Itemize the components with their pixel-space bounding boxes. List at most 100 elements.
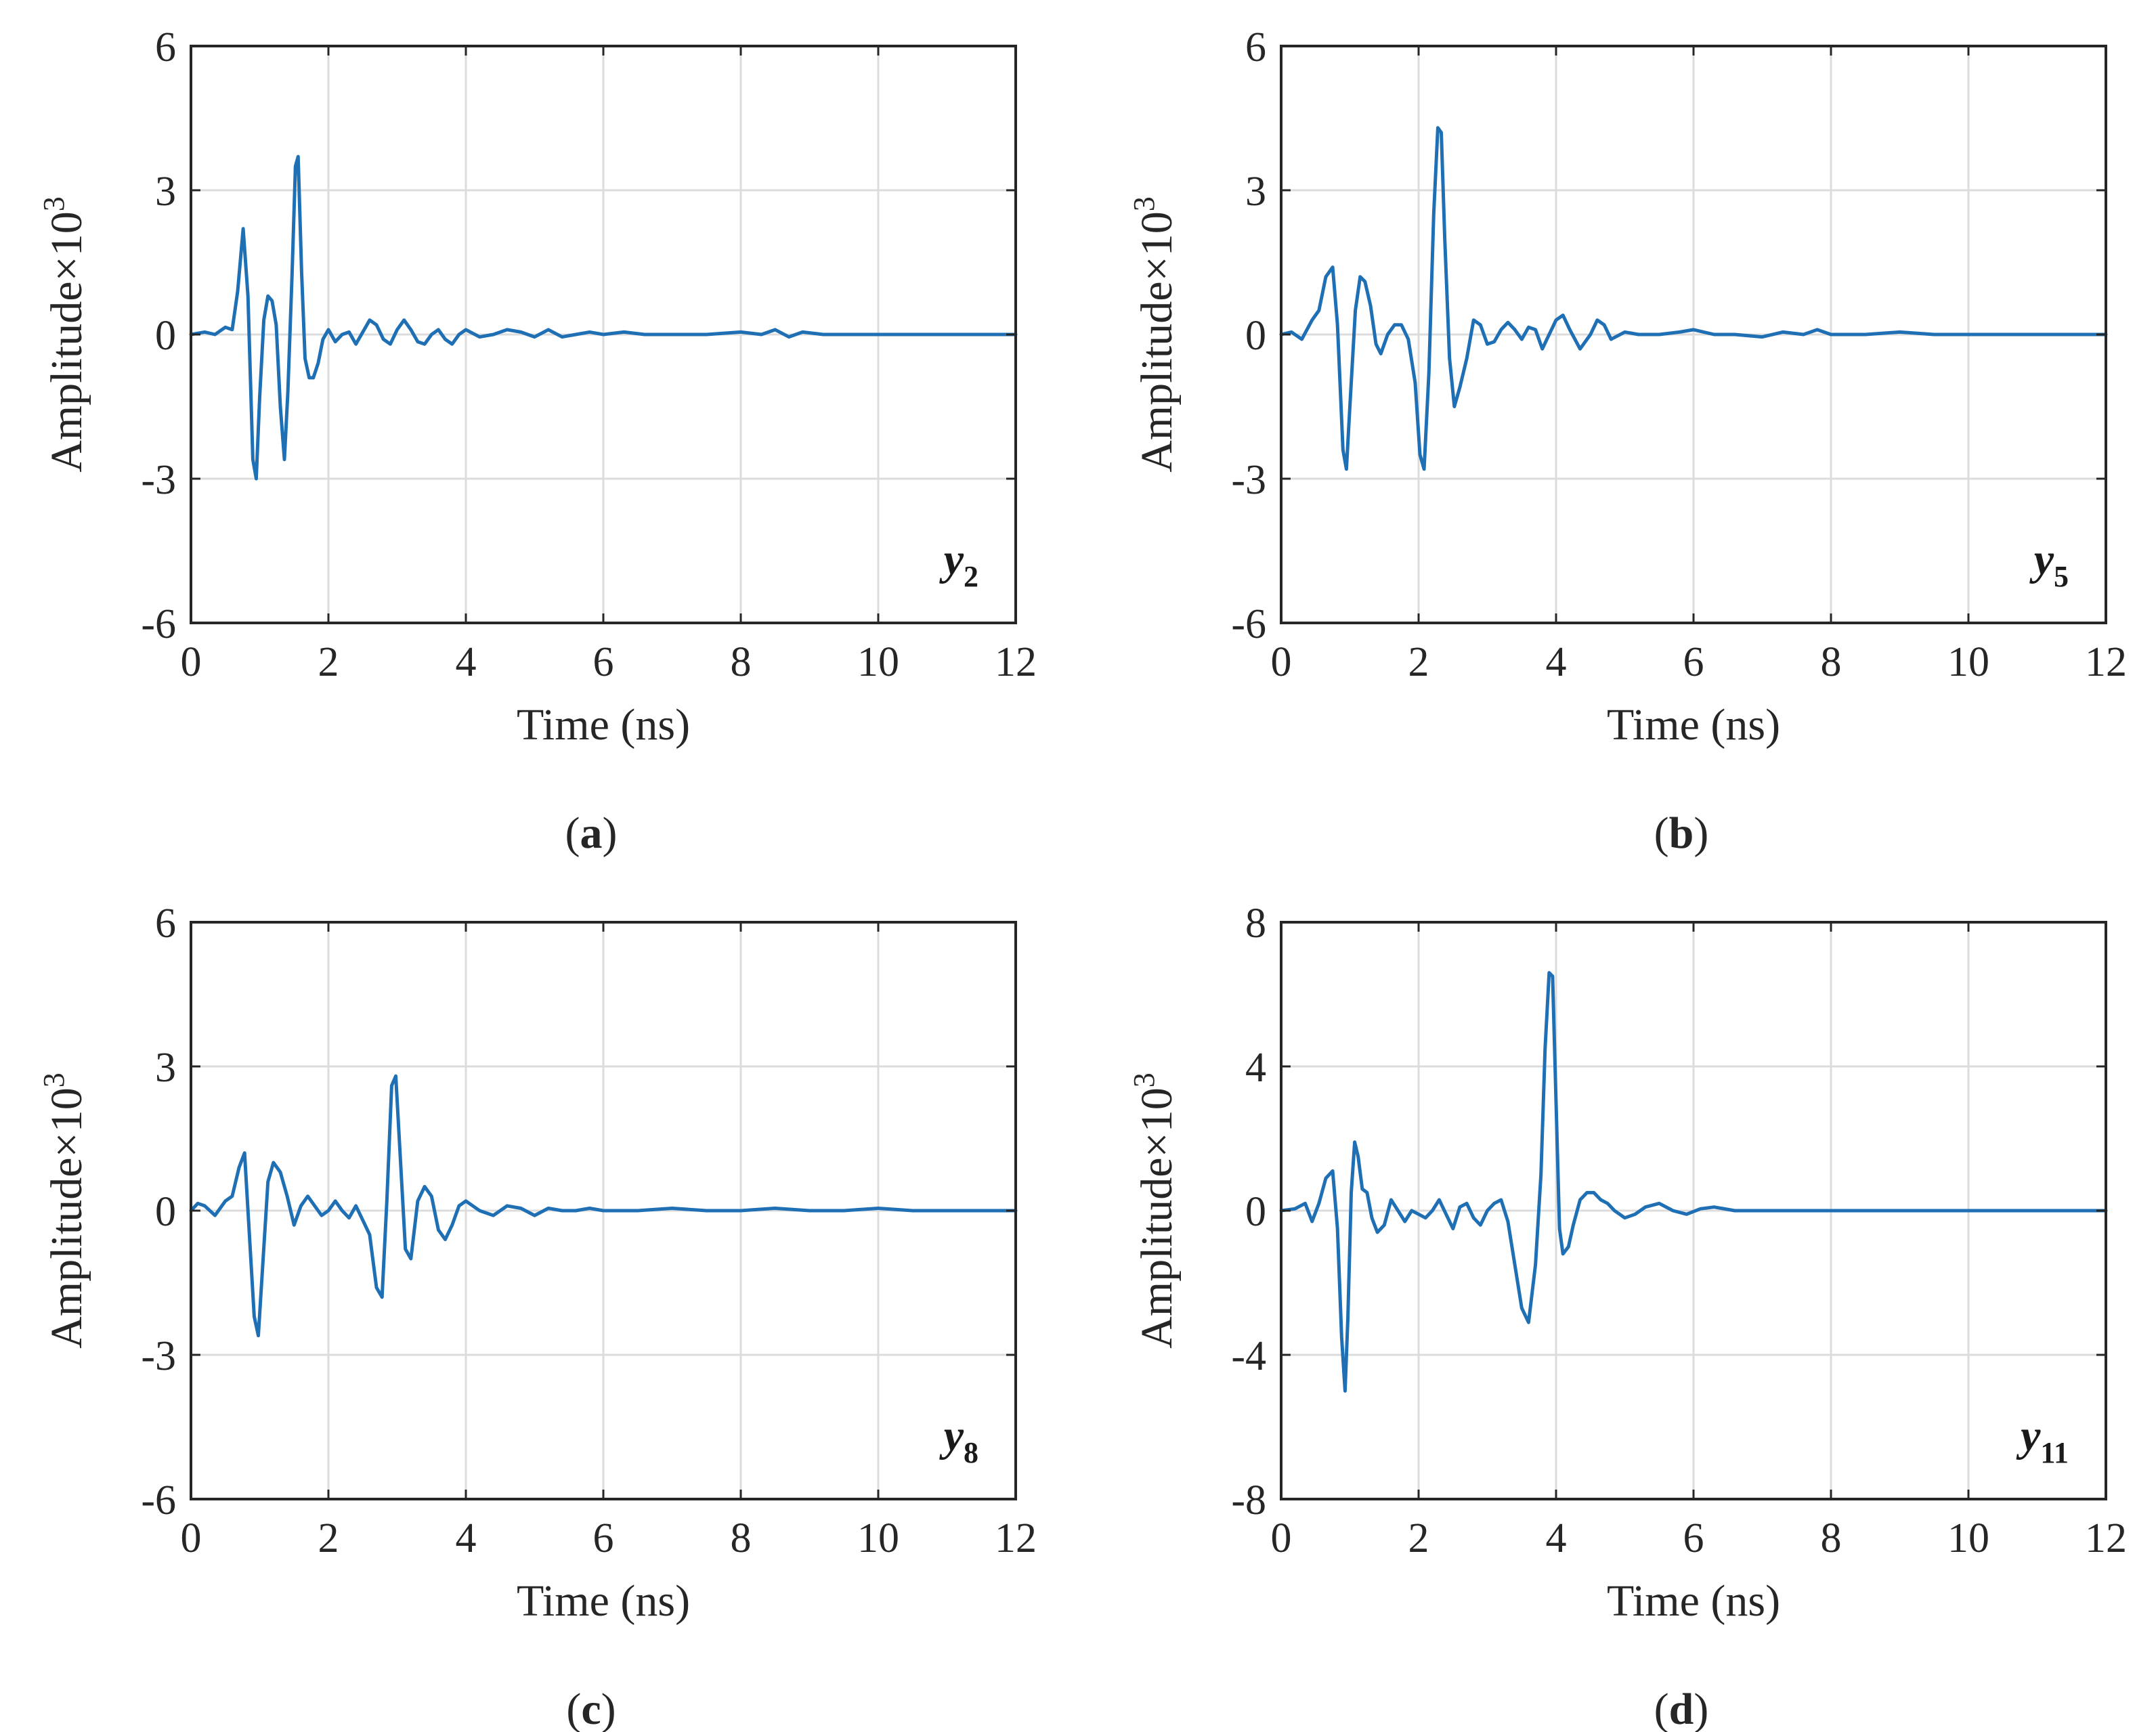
y-tick-label: 0 <box>1245 313 1266 359</box>
x-tick-label: 10 <box>1947 1515 1989 1561</box>
panel-caption: (a) <box>565 808 618 858</box>
series-label-base: y <box>2029 535 2054 584</box>
x-tick-label: 6 <box>593 1515 614 1561</box>
series-line-y11 <box>1279 971 2108 1393</box>
y-tick-label: 6 <box>155 24 176 70</box>
y-tick-label: -8 <box>1231 1477 1266 1523</box>
caption-open-paren: ( <box>1654 808 1669 858</box>
x-tick-label: 2 <box>1408 1515 1429 1561</box>
x-axis-label: Time (ns) <box>1607 1576 1780 1626</box>
y-axis-label-sup: 3 <box>1127 1073 1161 1087</box>
x-tick-label: 10 <box>857 1515 899 1561</box>
caption-letter: b <box>1669 808 1694 858</box>
y-tick-label: 3 <box>155 1045 176 1091</box>
y-tick-label: 6 <box>1245 24 1266 70</box>
x-tick-label: 2 <box>1408 639 1429 685</box>
x-tick-label: 8 <box>1821 639 1842 685</box>
caption-close-paren: ) <box>1694 1685 1708 1732</box>
caption-open-paren: ( <box>1654 1685 1669 1732</box>
series-line-y2 <box>189 154 1018 481</box>
caption-close-paren: ) <box>601 1685 616 1732</box>
x-tick-label: 0 <box>1271 639 1292 685</box>
series-line-y5 <box>1279 126 2108 471</box>
x-tick-label: 6 <box>1683 639 1704 685</box>
series-label: y5 <box>2029 535 2069 593</box>
y-tick-label: -4 <box>1231 1333 1266 1379</box>
x-tick-label: 2 <box>318 1515 339 1561</box>
y-tick-label: -6 <box>141 601 176 647</box>
x-tick-label: 12 <box>995 639 1037 685</box>
caption-letter: c <box>581 1685 601 1732</box>
x-tick-label: 6 <box>593 639 614 685</box>
x-tick-label: 10 <box>1947 639 1989 685</box>
x-tick-label: 4 <box>456 639 477 685</box>
x-tick-label: 10 <box>857 639 899 685</box>
caption-open-paren: ( <box>566 1685 581 1732</box>
y-axis-label-text: Amplitude×10 <box>1132 1087 1182 1349</box>
panel-caption: (d) <box>1654 1685 1709 1732</box>
panel-caption: (b) <box>1654 808 1709 858</box>
series-label-base: y <box>939 535 964 584</box>
y-tick-label: 4 <box>1245 1045 1266 1091</box>
x-tick-label: 12 <box>2085 1515 2127 1561</box>
y-tick-label: -3 <box>141 1333 176 1379</box>
x-tick-label: 4 <box>456 1515 477 1561</box>
x-tick-label: 4 <box>1546 639 1567 685</box>
series-label-sub: 2 <box>964 560 978 593</box>
series-label-base: y <box>939 1411 964 1460</box>
x-tick-label: 0 <box>181 639 202 685</box>
y-tick-label: -3 <box>141 457 176 503</box>
y-tick-label: 0 <box>155 1189 176 1235</box>
panel-caption: (c) <box>566 1685 616 1732</box>
x-tick-label: 2 <box>318 639 339 685</box>
y-tick-label: 8 <box>1245 901 1266 947</box>
caption-close-paren: ) <box>1694 808 1708 858</box>
y-tick-label: -6 <box>141 1477 176 1523</box>
x-tick-label: 8 <box>1821 1515 1842 1561</box>
x-tick-label: 8 <box>731 639 752 685</box>
x-tick-label: 4 <box>1546 1515 1567 1561</box>
y-axis-label-text: Amplitude×10 <box>1132 211 1182 473</box>
y-tick-label: -6 <box>1231 601 1266 647</box>
y-tick-label: 3 <box>155 169 176 215</box>
chart-panel-b: 0 2 4 6 8 10 12 -6 -3 0 3 6 Time (ns) Amplitude×103 y5… <box>1127 24 2127 858</box>
x-axis-label: Time (ns) <box>1607 700 1780 750</box>
y-tick-label: 0 <box>1245 1189 1266 1235</box>
caption-letter: a <box>580 808 603 858</box>
y-tick-label: -3 <box>1231 457 1266 503</box>
y-axis-label: Amplitude×103 <box>1127 1073 1182 1349</box>
y-axis-label: Amplitude×103 <box>37 196 91 473</box>
x-tick-label: 0 <box>181 1515 202 1561</box>
y-axis-label-sup: 3 <box>1127 196 1161 211</box>
series-line-y8 <box>189 1074 1018 1338</box>
y-axis-label: Amplitude×103 <box>37 1073 91 1349</box>
y-tick-label: 6 <box>155 901 176 947</box>
series-label: y2 <box>939 535 978 593</box>
y-axis-label-text: Amplitude×10 <box>42 211 91 473</box>
series-label: y8 <box>939 1411 978 1469</box>
x-tick-label: 12 <box>995 1515 1037 1561</box>
caption-close-paren: ) <box>603 808 618 858</box>
chart-panel-d: 0 2 4 6 8 10 12 -8 -4 0 4 8 Time (ns) Amplitude×103 y1… <box>1127 901 2127 1732</box>
series-label-base: y <box>2016 1411 2041 1460</box>
x-tick-label: 0 <box>1271 1515 1292 1561</box>
series-label-sub: 8 <box>964 1436 978 1469</box>
y-tick-label: 0 <box>155 313 176 359</box>
x-axis-label: Time (ns) <box>517 1576 690 1626</box>
x-axis-label: Time (ns) <box>517 700 690 750</box>
y-axis-label-sup: 3 <box>37 1073 70 1087</box>
caption-open-paren: ( <box>565 808 580 858</box>
series-label: y11 <box>2016 1411 2069 1469</box>
x-tick-label: 12 <box>2085 639 2127 685</box>
x-tick-label: 8 <box>731 1515 752 1561</box>
y-axis-label-sup: 3 <box>37 196 70 211</box>
series-label-sub: 11 <box>2040 1436 2069 1469</box>
series-label-sub: 5 <box>2054 560 2069 593</box>
y-axis-label-text: Amplitude×10 <box>42 1087 91 1349</box>
x-tick-label: 6 <box>1683 1515 1704 1561</box>
caption-letter: d <box>1669 1685 1694 1732</box>
y-axis-label: Amplitude×103 <box>1127 196 1182 473</box>
